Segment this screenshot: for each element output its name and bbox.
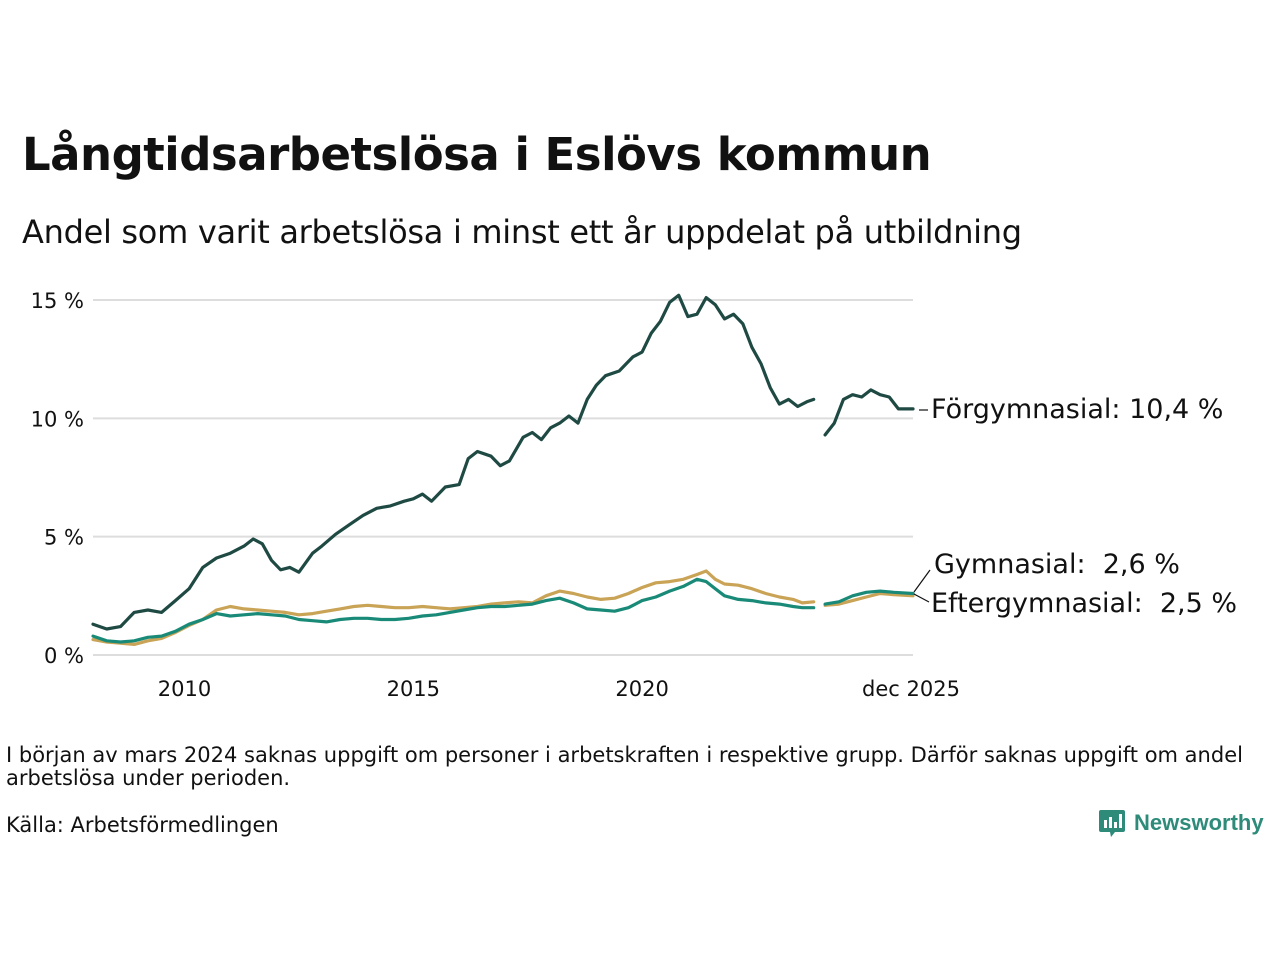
chart-title: Långtidsarbetslösa i Eslövs kommun bbox=[22, 128, 932, 181]
series-lines bbox=[91, 293, 915, 646]
label-leader-line bbox=[913, 569, 931, 593]
series-line-förgymnasial bbox=[91, 293, 915, 631]
x-tick-label: 2010 bbox=[158, 677, 211, 701]
chart-subtitle: Andel som varit arbetslösa i minst ett å… bbox=[22, 213, 1022, 251]
y-tick-label: 15 % bbox=[31, 289, 84, 313]
x-tick-label: dec 2025 bbox=[862, 677, 960, 701]
y-tick-label: 5 % bbox=[44, 526, 84, 550]
x-tick-label: 2015 bbox=[387, 677, 440, 701]
x-axis-ticks: 2010 2015 2020 dec 2025 bbox=[158, 677, 960, 701]
y-axis-ticks: 0 % 5 % 10 % 15 % bbox=[31, 289, 84, 668]
y-tick-label: 0 % bbox=[44, 644, 84, 668]
label-leader-line bbox=[913, 593, 930, 603]
series-label-gymnasial: Gymnasial: 2,6 % bbox=[934, 549, 1180, 580]
series-label-eftergymnasial: Eftergymnasial: 2,5 % bbox=[931, 588, 1237, 619]
source-text: Källa: Arbetsförmedlingen bbox=[6, 813, 279, 837]
line-chart: 0 % 5 % 10 % 15 % 2010 2015 2020 dec 2025 Förg… bbox=[31, 289, 1237, 701]
footnote: I början av mars 2024 saknas uppgift om … bbox=[6, 743, 1243, 790]
brand-name: Newsworthy bbox=[1134, 810, 1264, 835]
series-line-gymnasial bbox=[91, 577, 915, 644]
gridlines bbox=[93, 299, 913, 656]
series-labels: Förgymnasial: 10,4 % Gymnasial: 2,6 % Efte… bbox=[913, 394, 1237, 619]
brand-logo: Newsworthy bbox=[1098, 808, 1264, 838]
series-label-förgymnasial: Förgymnasial: 10,4 % bbox=[931, 394, 1223, 425]
x-tick-label: 2020 bbox=[615, 677, 668, 701]
series-line-eftergymnasial bbox=[91, 569, 915, 646]
bar-chart-speech-bubble-icon bbox=[1099, 810, 1125, 837]
y-tick-label: 10 % bbox=[31, 407, 84, 431]
